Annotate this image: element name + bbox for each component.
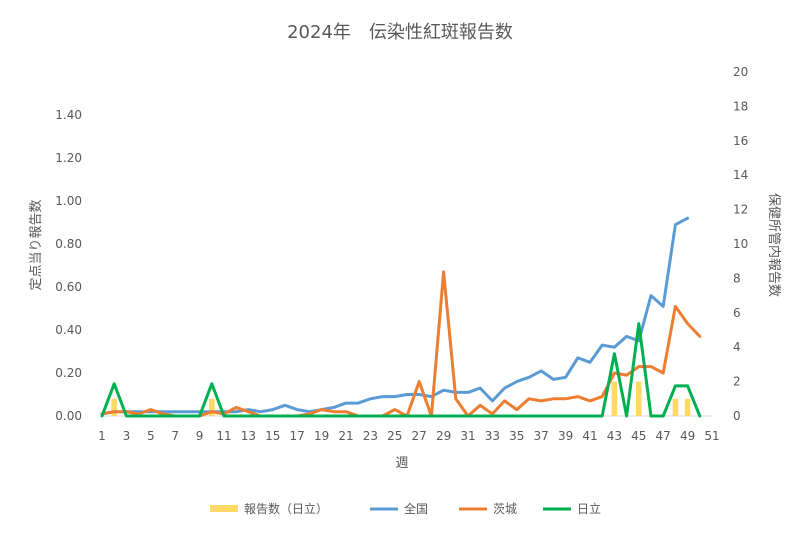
y-left-ticks: 0.00 0.20 0.40 0.60 0.80 1.00 1.20 1.40	[55, 108, 82, 423]
chart-title: 2024年 伝染性紅斑報告数	[287, 22, 513, 43]
y-right-axis-title: 保健所管内報告数	[766, 193, 782, 297]
bar-hitachi-reports	[636, 381, 642, 416]
x-tick-label: 33	[485, 429, 500, 443]
y-right-tick-label: 10	[733, 237, 748, 251]
x-tick-label: 5	[147, 429, 155, 443]
y-right-tick-label: 0	[733, 409, 741, 423]
y-right-tick-label: 4	[733, 340, 741, 354]
x-ticks: 1 3 5 7 9 11 13 15 17 19 21 23 25 27 29 31 33 35 37 39 41 43 4…	[98, 429, 719, 443]
x-tick-label: 43	[607, 429, 622, 443]
x-tick-label: 3	[123, 429, 131, 443]
bar-hitachi-reports	[209, 398, 215, 416]
y-left-tick-label: 0.00	[55, 409, 82, 423]
bar-hitachi-reports	[684, 398, 691, 416]
y-right-tick-label: 8	[733, 271, 741, 285]
x-tick-label: 51	[704, 429, 719, 443]
y-right-ticks: 0 2 4 6 8 10 12 14 16 18 20	[733, 65, 748, 423]
bar-hitachi-reports	[111, 398, 117, 416]
y-left-axis-title: 定点当り報告数	[29, 199, 44, 290]
x-tick-label: 23	[363, 429, 378, 443]
y-right-tick-label: 14	[733, 168, 748, 182]
legend: 報告数（日立） 全国 茨城 日立	[210, 501, 601, 516]
x-tick-label: 9	[196, 429, 204, 443]
x-tick-label: 11	[216, 429, 231, 443]
x-tick-label: 39	[558, 429, 573, 443]
y-right-tick-label: 16	[733, 134, 748, 148]
x-tick-label: 49	[680, 429, 695, 443]
legend-label-ibaraki: 茨城	[493, 502, 517, 516]
x-tick-label: 21	[338, 429, 353, 443]
y-right-tick-label: 6	[733, 306, 741, 320]
y-left-tick-label: 1.00	[55, 194, 82, 208]
legend-swatch-bar	[210, 505, 238, 512]
x-tick-label: 29	[436, 429, 451, 443]
x-tick-label: 47	[656, 429, 671, 443]
x-tick-label: 15	[265, 429, 280, 443]
line-hitachi	[100, 322, 702, 418]
y-left-tick-label: 0.60	[55, 280, 82, 294]
line-series	[100, 216, 702, 418]
bar-hitachi-reports	[611, 381, 618, 416]
x-tick-label: 41	[582, 429, 597, 443]
y-left-tick-label: 0.20	[55, 366, 82, 380]
y-left-tick-label: 1.40	[55, 108, 82, 122]
x-tick-label: 25	[387, 429, 402, 443]
legend-label-hitachi-reports: 報告数（日立）	[244, 501, 328, 516]
bar-hitachi-reports	[672, 398, 679, 416]
y-left-tick-label: 0.80	[55, 237, 82, 251]
x-tick-label: 13	[241, 429, 256, 443]
y-left-tick-label: 1.20	[55, 151, 82, 165]
legend-label-national: 全国	[404, 501, 428, 516]
y-right-tick-label: 12	[733, 203, 748, 217]
legend-label-hitachi: 日立	[577, 501, 601, 516]
y-right-tick-label: 2	[733, 375, 741, 389]
x-tick-label: 45	[631, 429, 646, 443]
y-right-tick-label: 18	[733, 99, 748, 113]
x-axis-title: 週	[395, 456, 408, 471]
x-tick-label: 7	[171, 429, 179, 443]
x-tick-label: 19	[314, 429, 329, 443]
line-ibaraki	[100, 270, 702, 418]
x-tick-label: 17	[290, 429, 305, 443]
x-tick-label: 1	[98, 429, 106, 443]
y-left-tick-label: 0.40	[55, 323, 82, 337]
x-tick-label: 31	[460, 429, 475, 443]
line-national	[100, 216, 690, 416]
y-right-tick-label: 20	[733, 65, 748, 79]
bar-series	[111, 381, 691, 416]
x-tick-label: 27	[412, 429, 427, 443]
x-tick-label: 37	[534, 429, 549, 443]
x-tick-label: 35	[509, 429, 524, 443]
